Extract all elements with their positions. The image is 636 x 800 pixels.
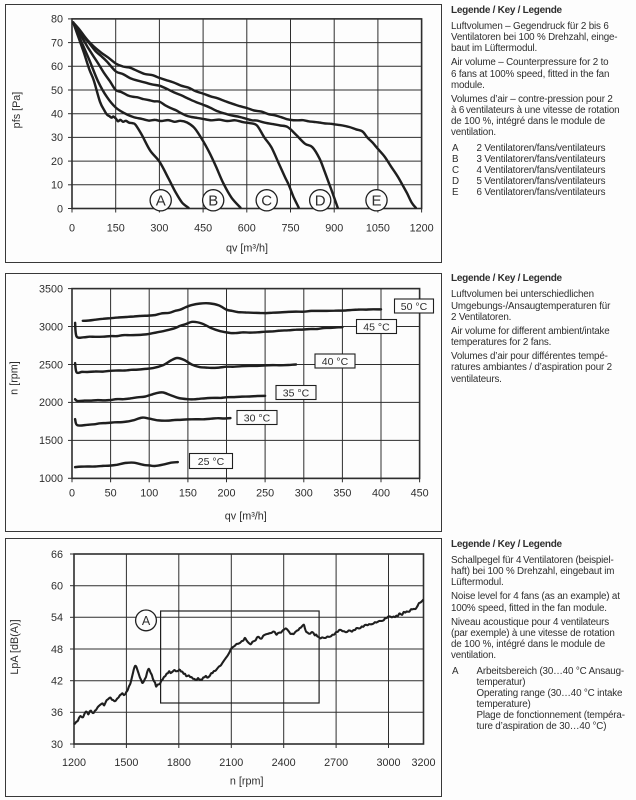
- svg-text:300: 300: [295, 488, 313, 500]
- svg-text:C: C: [261, 193, 272, 210]
- svg-text:2100: 2100: [219, 757, 243, 769]
- svg-text:70: 70: [51, 37, 63, 49]
- svg-text:2400: 2400: [272, 757, 296, 769]
- svg-text:n [rpm]: n [rpm]: [9, 361, 21, 395]
- svg-text:D: D: [315, 193, 326, 210]
- svg-text:350: 350: [333, 488, 351, 500]
- svg-text:E: E: [371, 193, 381, 210]
- svg-text:45 °C: 45 °C: [363, 321, 390, 333]
- svg-text:1500: 1500: [39, 435, 63, 447]
- svg-text:30: 30: [51, 132, 63, 144]
- svg-text:20: 20: [51, 156, 63, 168]
- svg-text:qv [m³/h]: qv [m³/h]: [226, 243, 268, 255]
- svg-text:0: 0: [69, 488, 75, 500]
- svg-text:50 °C: 50 °C: [401, 301, 428, 313]
- svg-text:30 °C: 30 °C: [244, 412, 271, 424]
- svg-text:60: 60: [51, 61, 63, 73]
- svg-text:LpA [dB(A)]: LpA [dB(A)]: [9, 619, 21, 674]
- svg-text:1050: 1050: [366, 223, 390, 235]
- svg-text:450: 450: [194, 223, 212, 235]
- svg-text:54: 54: [51, 612, 63, 624]
- svg-text:2500: 2500: [39, 359, 63, 371]
- svg-text:3500: 3500: [39, 283, 63, 295]
- svg-text:40: 40: [51, 109, 63, 121]
- svg-text:60: 60: [51, 580, 63, 592]
- svg-text:400: 400: [372, 488, 390, 500]
- svg-text:48: 48: [51, 644, 63, 656]
- svg-text:3000: 3000: [39, 321, 63, 333]
- svg-text:100: 100: [140, 488, 158, 500]
- svg-text:50: 50: [51, 85, 63, 97]
- svg-text:40 °C: 40 °C: [322, 356, 349, 368]
- svg-text:600: 600: [238, 223, 256, 235]
- svg-text:150: 150: [179, 488, 197, 500]
- svg-text:300: 300: [150, 223, 168, 235]
- svg-text:A: A: [142, 614, 151, 628]
- svg-text:250: 250: [256, 488, 274, 500]
- svg-text:qv [m³/h]: qv [m³/h]: [225, 511, 267, 523]
- svg-text:3200: 3200: [411, 757, 435, 769]
- svg-text:35 °C: 35 °C: [283, 387, 310, 399]
- svg-text:pfs [Pa]: pfs [Pa]: [11, 92, 23, 129]
- svg-text:36: 36: [51, 707, 63, 719]
- svg-text:150: 150: [107, 223, 125, 235]
- svg-text:66: 66: [51, 549, 63, 561]
- svg-text:1200: 1200: [62, 757, 86, 769]
- svg-text:2000: 2000: [39, 397, 63, 409]
- svg-text:1500: 1500: [114, 757, 138, 769]
- svg-text:3000: 3000: [377, 757, 401, 769]
- svg-text:10: 10: [51, 180, 63, 192]
- svg-text:0: 0: [69, 223, 75, 235]
- svg-text:80: 80: [51, 14, 63, 26]
- svg-text:750: 750: [281, 223, 299, 235]
- svg-text:0: 0: [57, 203, 63, 215]
- svg-text:1000: 1000: [39, 473, 63, 485]
- svg-text:B: B: [208, 193, 218, 210]
- svg-text:200: 200: [217, 488, 235, 500]
- svg-text:25 °C: 25 °C: [198, 456, 225, 468]
- svg-text:900: 900: [325, 223, 343, 235]
- svg-text:2700: 2700: [324, 757, 348, 769]
- svg-text:42: 42: [51, 675, 63, 687]
- svg-text:450: 450: [411, 488, 429, 500]
- svg-text:n [rpm]: n [rpm]: [230, 776, 264, 788]
- svg-text:30: 30: [51, 739, 63, 751]
- svg-text:A: A: [156, 193, 166, 210]
- svg-text:1200: 1200: [410, 223, 434, 235]
- svg-text:1800: 1800: [167, 757, 191, 769]
- svg-text:50: 50: [105, 488, 117, 500]
